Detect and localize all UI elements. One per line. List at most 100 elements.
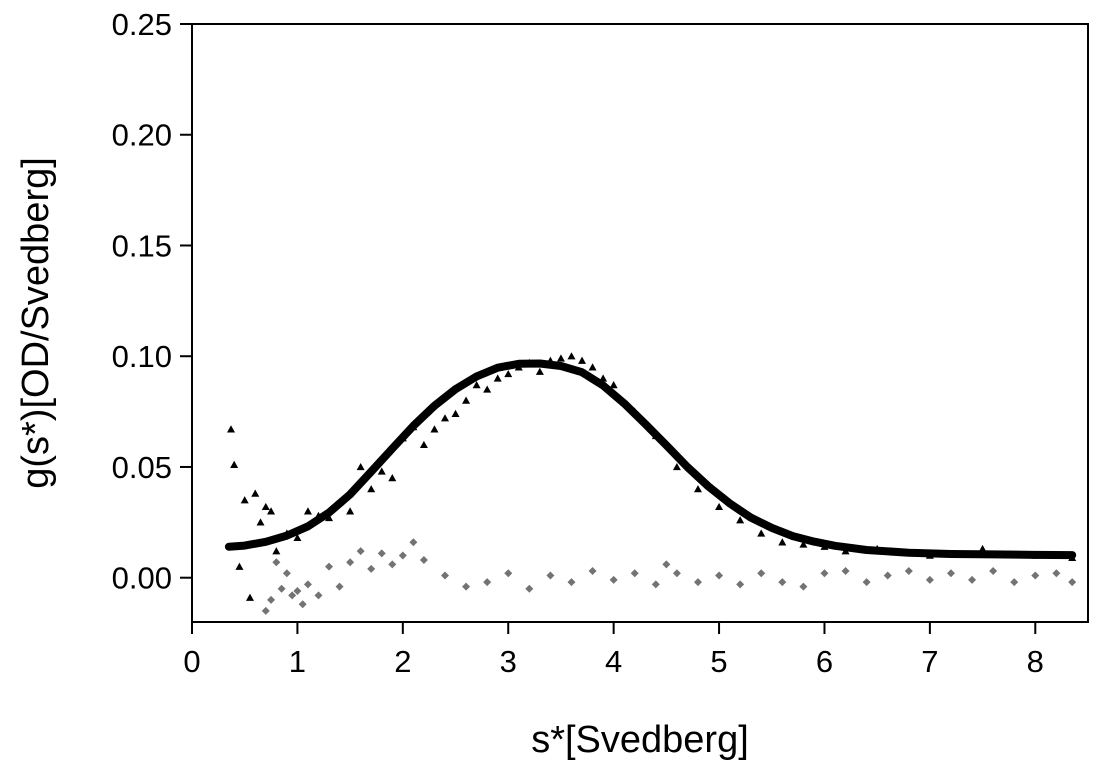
data-point	[240, 496, 249, 504]
data-point	[346, 507, 355, 515]
residual-point	[483, 578, 492, 587]
data-point	[483, 385, 492, 393]
residual-point	[1068, 578, 1077, 587]
residual-point	[303, 580, 312, 589]
residual-point	[504, 569, 513, 578]
residual-point	[862, 578, 871, 587]
plot-area-frame	[191, 23, 1089, 623]
data-point	[388, 474, 397, 482]
data-point	[325, 513, 334, 522]
residual-point	[356, 547, 365, 556]
data-point	[293, 533, 302, 542]
residual-point	[968, 575, 977, 584]
residual-point	[288, 591, 297, 600]
residual-point	[367, 564, 376, 573]
x-tick-label: 7	[921, 644, 938, 679]
data-point	[715, 502, 724, 511]
fit-line	[224, 359, 1077, 560]
data-point	[451, 409, 460, 418]
data-point	[303, 507, 312, 515]
data-point	[556, 354, 565, 362]
residual-point	[757, 569, 766, 578]
y-tick-label: 0.20	[112, 118, 172, 153]
x-tick-label: 4	[605, 644, 622, 679]
data-point	[504, 369, 513, 378]
data-point	[799, 540, 808, 548]
residual-point	[314, 591, 323, 600]
data-point	[430, 425, 439, 433]
residual-point	[419, 555, 428, 564]
data-point	[462, 396, 471, 404]
residual-point	[377, 549, 386, 558]
data-point	[757, 529, 766, 537]
x-tick-label: 6	[816, 644, 833, 679]
residual-point	[335, 582, 344, 591]
residual-point	[693, 578, 702, 587]
y-tick-label: 0.10	[112, 339, 172, 374]
data-point	[693, 485, 702, 493]
y-axis: 0.00 0.05 0.10 0.15 0.20 0.25	[112, 7, 192, 596]
data-point	[672, 462, 681, 471]
x-tick-label: 2	[394, 644, 411, 679]
residual-point	[293, 586, 302, 595]
residual-point	[904, 567, 913, 576]
residual-point	[925, 575, 934, 584]
residual-point	[277, 584, 286, 593]
data-point	[567, 352, 576, 360]
data-point	[377, 467, 386, 475]
residual-point	[989, 567, 998, 576]
data-point	[778, 538, 787, 546]
residual-point	[261, 606, 270, 615]
data-point	[493, 374, 502, 382]
data-point	[251, 489, 260, 497]
residual-point	[282, 569, 291, 578]
x-tick-label: 0	[183, 644, 200, 679]
residual-point	[820, 569, 829, 578]
y-axis-title: g(s*)[OD/Svedberg]	[15, 157, 57, 489]
data-series	[227, 352, 1077, 601]
residual-point	[841, 567, 850, 576]
data-point	[578, 356, 587, 364]
data-point	[256, 518, 265, 526]
data-point	[267, 507, 276, 515]
data-point	[367, 485, 376, 493]
residual-point	[883, 571, 892, 580]
residual-point	[1031, 571, 1040, 580]
residual-point	[409, 538, 418, 547]
data-point	[440, 414, 449, 422]
residual-point	[1010, 578, 1019, 587]
residual-point	[440, 571, 449, 580]
data-point	[261, 502, 270, 511]
residual-point	[398, 551, 407, 560]
residual-point	[662, 560, 671, 569]
residual-point	[672, 569, 681, 578]
residual-point	[588, 567, 597, 576]
x-tick-label: 8	[1027, 644, 1044, 679]
residual-point	[946, 569, 955, 578]
residual-point	[388, 560, 397, 569]
residual-point	[609, 575, 618, 584]
residual-point	[651, 580, 660, 589]
data-point	[230, 460, 239, 468]
y-tick-label: 0.05	[112, 450, 172, 485]
data-point	[535, 367, 544, 375]
y-tick-label: 0.15	[112, 228, 172, 263]
residual-point	[298, 600, 307, 609]
residual-point	[346, 558, 355, 567]
residual-point	[736, 580, 745, 589]
residual-point	[630, 569, 639, 578]
data-point	[419, 440, 428, 449]
x-axis: 0 1 2 3 4 5 6 7 8	[183, 622, 1044, 679]
residual-point	[525, 584, 534, 593]
residual-point	[267, 595, 276, 604]
residual-point	[272, 558, 281, 567]
x-tick-label: 1	[289, 644, 306, 679]
residual-point	[778, 578, 787, 587]
residual-point	[325, 562, 334, 571]
residual-point	[799, 582, 808, 591]
x-tick-label: 3	[500, 644, 517, 679]
data-point	[472, 381, 481, 389]
x-tick-label: 5	[710, 644, 727, 679]
data-point	[588, 363, 597, 371]
